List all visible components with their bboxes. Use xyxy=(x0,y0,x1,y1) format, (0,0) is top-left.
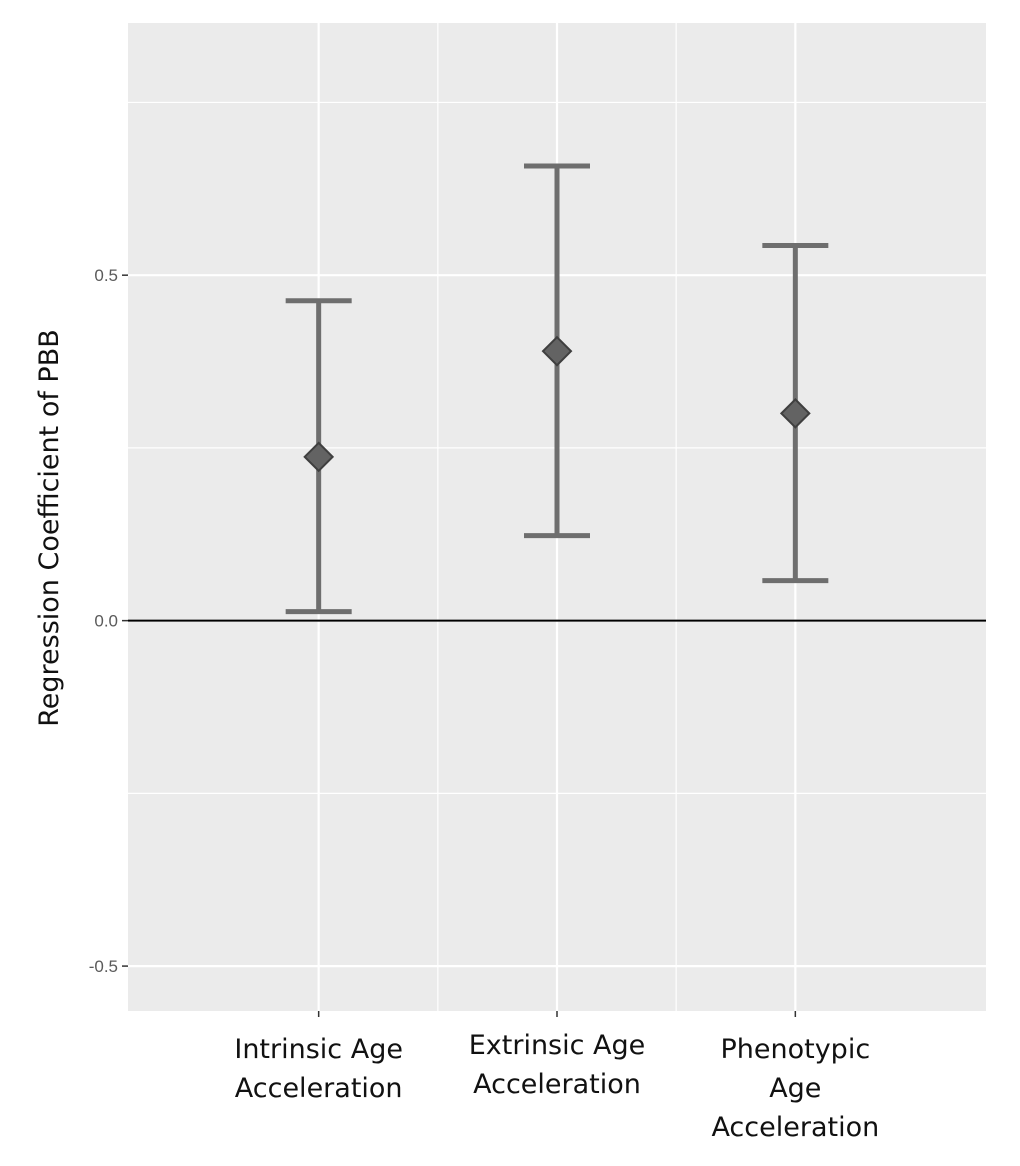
x-category-label-line: Intrinsic Age xyxy=(234,1034,403,1065)
estimate-diamond-marker xyxy=(541,335,573,367)
y-tick-label: 0.5 xyxy=(94,266,118,285)
x-category-label-line: Acceleration xyxy=(711,1112,879,1143)
estimate-diamond-marker xyxy=(303,441,335,473)
x-category-label-line: Age xyxy=(769,1073,821,1104)
x-category-label-line: Extrinsic Age xyxy=(469,1030,646,1061)
x-axis-ticks xyxy=(317,1011,797,1017)
y-axis-title: Regression Coefficient of PBB xyxy=(34,329,65,727)
y-axis-ticks: -0.5 0.0 0.5 xyxy=(89,266,128,976)
x-category-label-line: Acceleration xyxy=(235,1073,403,1104)
y-tick-label: 0.0 xyxy=(94,612,118,631)
x-category-label-line: Acceleration xyxy=(473,1069,641,1100)
estimate-diamond-marker xyxy=(779,397,811,429)
point-markers xyxy=(303,335,811,473)
y-tick-label: -0.5 xyxy=(89,957,118,976)
x-axis-category-labels: Intrinsic Age Acceleration Extrinsic Age Ac… xyxy=(234,1030,879,1143)
x-category-label-line: Phenotypic xyxy=(720,1034,870,1065)
